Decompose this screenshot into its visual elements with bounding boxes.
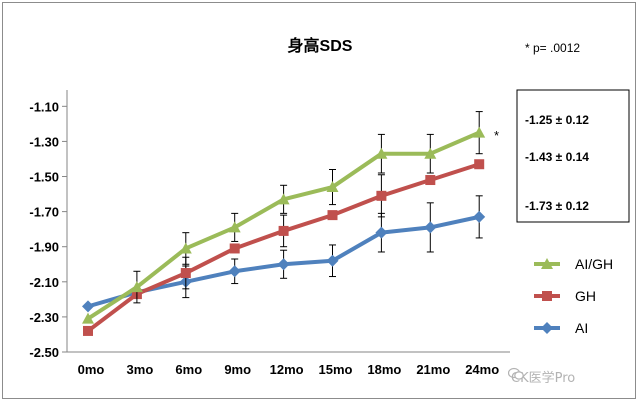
data-point (278, 225, 289, 236)
x-tick-label: 0mo (78, 362, 105, 377)
data-point (228, 221, 241, 233)
data-point (130, 281, 143, 293)
summary-box: -1.25 ± 0.12 -1.43 ± 0.14 -1.73 ± 0.12 (516, 89, 630, 223)
data-point (82, 312, 94, 324)
data-point (474, 159, 485, 170)
legend-item-gh: GH (534, 288, 596, 304)
y-tick-label: -2.30 (29, 310, 59, 325)
legend-marker (541, 258, 553, 269)
y-tick-label: -1.90 (29, 240, 59, 255)
significance-marker: * (494, 128, 499, 143)
data-point (179, 242, 192, 254)
data-point (228, 265, 241, 278)
legend-marker (541, 322, 553, 334)
x-tick-label: 3mo (127, 362, 154, 377)
y-tick-label: -2.10 (29, 275, 59, 290)
y-tick-label: -1.50 (29, 170, 59, 185)
series-ai-gh (82, 111, 486, 324)
summary-box-border (516, 89, 630, 223)
data-point (424, 221, 437, 234)
legend-label: GH (575, 288, 596, 304)
series-layer (82, 111, 486, 336)
watermark: CK医学Pro (508, 367, 633, 386)
x-tick-label: 24mo (465, 362, 499, 377)
x-tick-label: 15mo (319, 362, 353, 377)
data-point (473, 210, 486, 223)
x-tick-label: 18mo (367, 362, 401, 377)
data-point (376, 190, 387, 201)
x-tick-label: 6mo (175, 362, 202, 377)
y-tick-label: -1.10 (29, 99, 59, 114)
data-point (83, 325, 93, 336)
data-point (375, 226, 388, 239)
data-point (473, 126, 486, 138)
significance-note: * p= .0012 (525, 41, 580, 55)
x-tick-label: 9mo (224, 362, 251, 377)
summary-value-ai: -1.73 ± 0.12 (525, 199, 589, 213)
data-point (326, 181, 339, 193)
legend-item-ai: AI (534, 320, 588, 336)
data-point (424, 147, 437, 159)
summary-value-aigh: -1.25 ± 0.12 (525, 113, 589, 127)
y-axis-ticks: -1.10 -1.30 -1.50 -1.70 -1.90 -2.10 -2.30 -2.50 (29, 99, 67, 360)
data-point (229, 243, 240, 254)
data-point (82, 300, 94, 313)
data-point (326, 254, 339, 267)
x-tick-label: 21mo (416, 362, 450, 377)
data-point (277, 258, 290, 271)
x-tick-label: 12mo (270, 362, 304, 377)
watermark-text: CK医学Pro (511, 371, 576, 386)
legend-label: AI/GH (575, 256, 613, 272)
summary-value-gh: -1.43 ± 0.14 (525, 150, 589, 164)
x-axis-ticks: 0mo 3mo 6mo 9mo 12mo 15mo 18mo 21mo 24mo (78, 362, 500, 377)
chart-title: 身高SDS (288, 36, 353, 55)
data-point (375, 147, 388, 159)
y-tick-label: -1.30 (29, 134, 59, 149)
legend-marker (542, 291, 552, 301)
data-point (327, 210, 338, 221)
y-tick-label: -2.50 (29, 345, 59, 360)
data-point (180, 268, 191, 279)
y-tick-label: -1.70 (29, 205, 59, 220)
data-point (277, 193, 290, 205)
legend-item-ai-gh: AI/GH (534, 256, 613, 272)
legend-label: AI (575, 320, 588, 336)
legend: AI/GH GH AI (534, 256, 613, 336)
data-point (425, 175, 436, 186)
